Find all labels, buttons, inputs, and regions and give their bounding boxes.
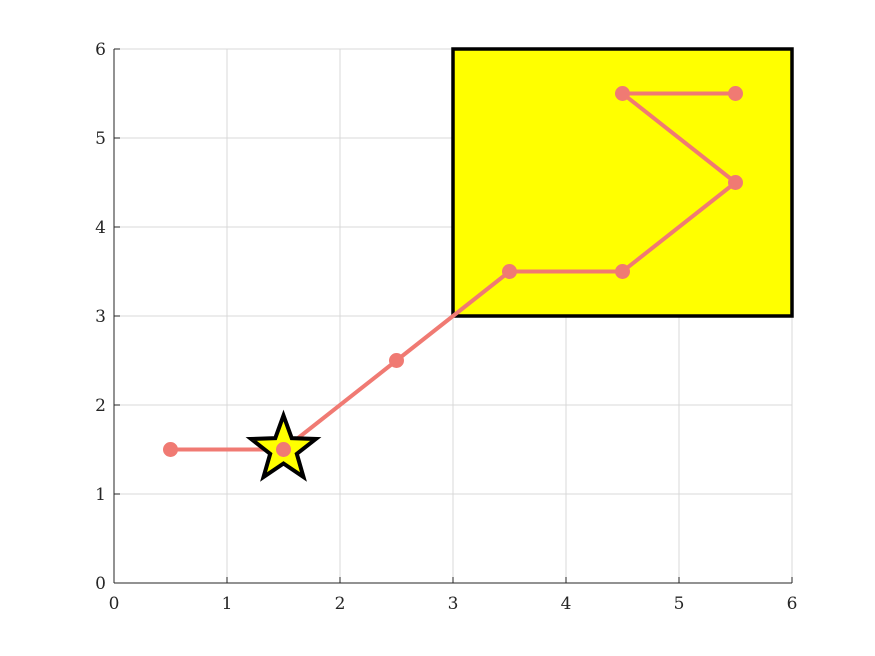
y-tick-label: 5	[95, 129, 106, 149]
y-tick-label: 0	[95, 574, 106, 594]
y-tick-label: 6	[95, 40, 106, 60]
series	[163, 86, 743, 482]
data-point	[615, 86, 630, 101]
data-point	[728, 86, 743, 101]
data-point	[728, 175, 743, 190]
y-tick-label: 1	[95, 485, 106, 505]
x-tick-label: 2	[335, 594, 346, 614]
axes	[113, 48, 793, 584]
x-tick-label: 0	[109, 594, 120, 614]
data-point	[389, 353, 404, 368]
x-tick-label: 5	[674, 594, 685, 614]
tick-labels: 0 1 2 3 4 5 6 0 1 2 3 4 5 6	[95, 40, 797, 614]
x-tick-label: 1	[222, 594, 233, 614]
x-tick-label: 4	[561, 594, 572, 614]
data-point	[615, 264, 630, 279]
data-point	[276, 442, 291, 457]
series-line	[168, 91, 738, 452]
x-tick-label: 6	[787, 594, 798, 614]
x-tick-label: 3	[448, 594, 459, 614]
y-tick-label: 3	[95, 307, 106, 327]
y-tick-label: 2	[95, 396, 106, 416]
data-point	[163, 442, 178, 457]
y-tick-label: 4	[95, 218, 106, 238]
data-point	[502, 264, 517, 279]
